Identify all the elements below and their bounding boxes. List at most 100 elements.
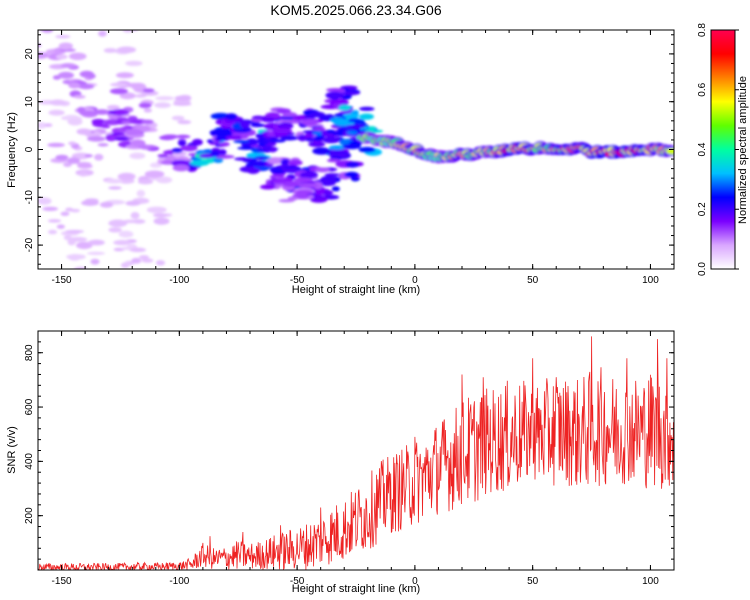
snr-x-label: Height of straight line (km) [292,583,420,595]
x-tick-label: -100 [169,275,189,286]
heatmap-cell [108,227,122,233]
heatmap-cell [138,102,152,109]
heatmap-cell [280,116,295,120]
heatmap-cell [314,187,325,195]
heatmap-cell [78,172,88,177]
heatmap-cell [299,171,319,179]
heatmap-cell [272,128,293,134]
x-tick-label: 0 [412,275,418,286]
heatmap-cell [171,148,183,154]
heatmap-cell [129,152,146,160]
heatmap-cell [175,156,190,162]
heatmap-cell [171,115,185,121]
heatmap-cell [341,91,361,96]
heatmap-cell [97,143,109,147]
x-tick-label: -100 [169,576,189,587]
heatmap-cell [56,224,65,229]
heatmap-cell [131,82,146,91]
heatmap-cell [359,113,374,120]
y-tick-label: 200 [24,507,35,524]
heatmap-cell [47,142,65,148]
x-tick-label: -150 [52,576,72,587]
heatmap-cell [215,154,235,159]
colorbar-tick-label: 0.6 [697,82,708,96]
heatmap-cell [154,102,171,109]
heatmap-cell [313,127,326,131]
heatmap-cell [94,109,110,115]
heatmap-cell [87,239,105,246]
heatmap-cell [326,88,345,93]
heatmap-cell [130,211,140,220]
heatmap-cell [41,30,54,33]
heatmap-cell [245,138,259,146]
heatmap-cell [138,255,150,260]
heatmap-cell [246,166,260,175]
heatmap-cell [225,135,245,140]
y-tick-label: -20 [24,237,35,252]
heatmap-cell [308,141,326,148]
heatmap-cell [115,72,134,79]
heatmap-cell [115,109,125,116]
heatmap-cell [106,104,120,110]
x-tick-label: 100 [642,275,659,286]
heatmap-cell [157,154,169,158]
heatmap-cell [251,115,265,120]
heatmap-cell [55,54,68,60]
heatmap-cell [128,276,139,283]
heatmap-cell [68,141,77,146]
heatmap-cell [156,176,173,184]
heatmap-cell [175,134,191,139]
heatmap-cell [109,82,129,87]
heatmap-cell [282,181,302,187]
heatmap-cell [267,157,284,165]
heatmap-cell [180,145,198,152]
heatmap-cell [237,146,257,150]
heatmap-cell [326,129,336,134]
heatmap-cell [38,122,47,129]
heatmap-cell [342,143,362,150]
heatmap-cell [125,200,141,206]
heatmap-cell [333,118,353,126]
heatmap-cell [113,239,131,246]
heatmap-cell [309,111,326,118]
heatmap-cell [136,189,146,198]
heatmap-cell [218,141,230,147]
heatmap-cell [271,170,286,175]
heatmap-cell [48,109,65,116]
colorbar-tick-label: 0.4 [697,142,708,156]
spectrogram-heatmap [38,25,674,283]
heatmap-cell [283,166,301,170]
y-tick-label: 600 [24,398,35,415]
heatmap-cell [103,48,118,53]
heatmap-cell [113,25,123,30]
heatmap-cell [108,186,122,190]
heatmap-cell [270,139,286,143]
heatmap-cell [174,95,192,101]
heatmap-cell [55,34,71,39]
x-tick-label: -150 [52,275,72,286]
heatmap-cell [171,159,191,167]
heatmap-cell [140,144,151,150]
heatmap-cell [79,110,99,117]
heatmap-cell [65,207,74,212]
spectrogram-y-label: Frequency (Hz) [6,112,18,188]
heatmap-cell [324,114,335,120]
spectrogram-y-axis: 20 10 0 -10 -20 [24,34,674,265]
heatmap-cell [312,147,331,155]
heatmap-cell [47,219,62,223]
heatmap-cell [132,219,146,224]
heatmap-cell [65,229,85,234]
heatmap-cell [58,42,73,50]
heatmap-cell [246,152,265,157]
y-tick-label: 400 [24,453,35,470]
heatmap-cell [137,179,154,185]
heatmap-cell [105,178,124,184]
heatmap-cell [256,148,266,152]
heatmap-cell [210,150,221,157]
heatmap-cell [141,258,154,263]
heatmap-cell [81,200,99,206]
heatmap-cell [77,163,93,169]
heatmap-cell [129,247,147,253]
